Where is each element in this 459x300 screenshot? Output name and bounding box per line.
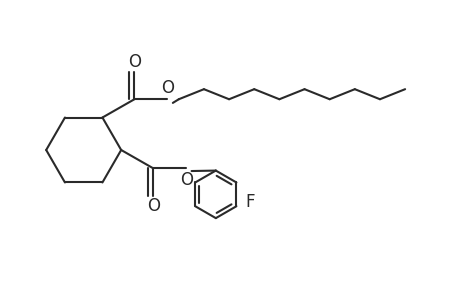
Text: O: O — [161, 79, 174, 97]
Text: O: O — [146, 197, 159, 215]
Text: O: O — [128, 53, 140, 71]
Text: O: O — [179, 171, 193, 189]
Text: F: F — [245, 193, 254, 211]
